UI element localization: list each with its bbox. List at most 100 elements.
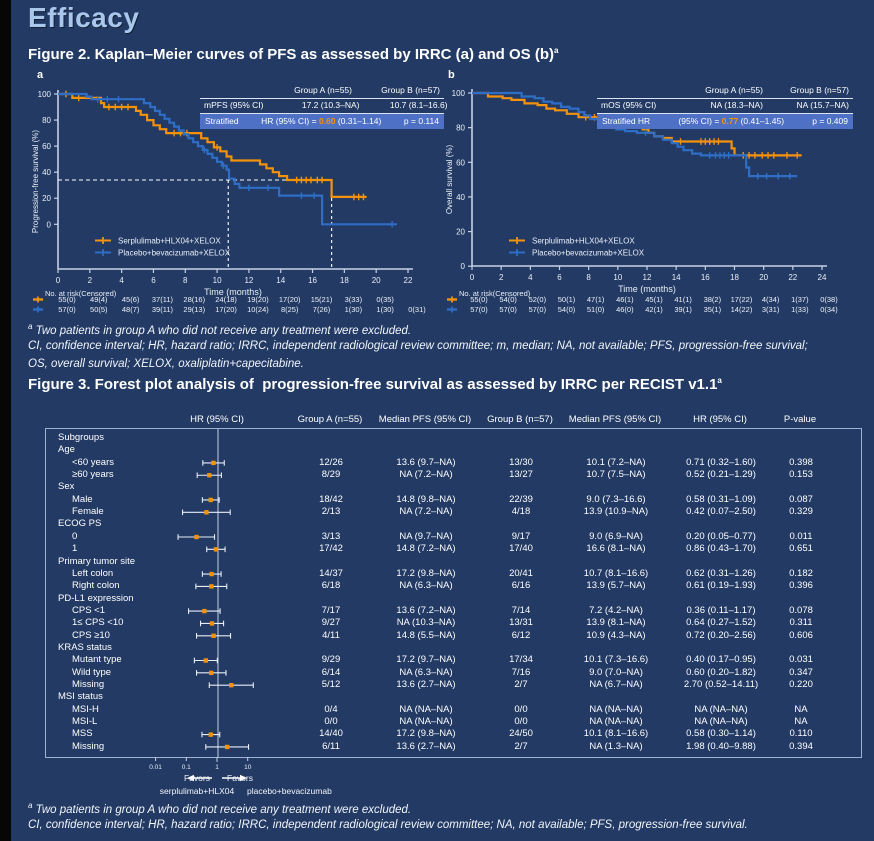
forest-row: Subgroups <box>46 432 861 444</box>
figure2-footnote-abbreviations-1: CI, confidence interval; HR, hazard rati… <box>28 340 808 352</box>
forest-plot-whiskers <box>177 429 254 757</box>
forest-cell-median-b: 16.6 (8.1–NA) <box>586 543 646 555</box>
x-tick-label: 2 <box>88 276 93 285</box>
risk-value: 28(16) <box>183 295 205 304</box>
forest-cell-hr: 0.60 (0.20–1.82) <box>686 666 756 678</box>
risk-value: 57(0) <box>499 305 517 314</box>
forest-cell-median-a: 13.6 (2.7–NA) <box>396 740 456 752</box>
forest-cell-hr: 0.40 (0.17–0.95) <box>686 654 756 666</box>
forest-row-label: CPS <1 <box>72 604 106 616</box>
forest-row: CPS <1 7/17 13.6 (7.2–NA) 7/14 7.2 (4.2–NA) 0… <box>46 605 861 617</box>
hr-point <box>224 744 230 750</box>
forest-cell-p: 0.011 <box>789 530 813 542</box>
legend-label: Serplulimab+HLX04+XELOX <box>118 237 221 246</box>
forest-cell-group-a: 14/37 <box>319 567 343 579</box>
forest-cell-median-a: 14.8 (9.8–NA) <box>396 493 456 505</box>
forest-cell-median-a: NA (7.2–NA) <box>399 506 453 518</box>
mos-row: mOS (95% CI) NA (18.3–NA) NA (15.7–NA) <box>597 99 853 114</box>
risk-value: 55(0) <box>58 295 76 304</box>
forest-cell-group-b: 7/14 <box>511 604 531 616</box>
risk-value: 0(34) <box>820 305 838 314</box>
x-tick-label: 18 <box>730 273 739 282</box>
risk-value: 4(34) <box>762 295 780 304</box>
figure2-footnote-exclusion: a Two patients in group A who did not re… <box>28 322 412 337</box>
forest-cell-p: NA <box>794 703 808 715</box>
forest-cell-group-b: 4/18 <box>511 506 531 518</box>
risk-value: 38(2) <box>704 295 722 304</box>
risk-value: 7(26) <box>313 305 331 314</box>
forest-row-label: MSS <box>72 728 93 740</box>
forest-cell-hr: 0.58 (0.31–1.09) <box>686 493 756 505</box>
forest-cell-p: NA <box>794 716 808 728</box>
forest-cell-median-a: NA (7.2–NA) <box>399 469 453 481</box>
forest-row-label: ≥60 years <box>72 469 114 481</box>
forest-cell-median-a: 17.2 (9.8–NA) <box>396 728 456 740</box>
forest-cell-group-b: 6/16 <box>511 580 531 592</box>
forest-row: Left colon 14/37 17.2 (9.8–NA) 20/41 10.7 (8… <box>46 568 861 580</box>
risk-value: 45(6) <box>122 295 140 304</box>
y-tick-label: 40 <box>456 193 465 202</box>
forest-cell-p: 0.182 <box>789 567 813 579</box>
forest-cell-p: 0.651 <box>789 543 813 555</box>
forest-cell-hr: NA (NA–NA) <box>694 716 748 728</box>
x-tick-label: 8 <box>183 276 188 285</box>
forest-cell-median-b: 10.7 (7.5–NA) <box>586 469 646 481</box>
forest-cell-hr: 0.86 (0.43–1.70) <box>686 543 756 555</box>
figure3-footnote-abbreviations: CI, confidence interval; HR, hazard rati… <box>28 819 748 831</box>
favors-right-name: placebo+bevacizumab <box>247 786 332 796</box>
forest-row-label: MSI-L <box>72 716 98 728</box>
mpfs-group-b-value: 10.7 (8.1–16.6) <box>389 100 448 110</box>
forest-cell-median-b: 10.1 (7.3–16.6) <box>583 654 649 666</box>
header-p-value: P-value <box>783 414 817 425</box>
pfs-stats-table: Group A (n=55) Group B (n=57) mPFS (95% … <box>200 84 448 129</box>
hr-point <box>204 510 209 515</box>
risk-value: 3(33) <box>345 295 363 304</box>
mpfs-label: mPFS (95% CI) <box>204 100 264 110</box>
forest-row-label: Primary tumor site <box>58 555 136 567</box>
risk-table-label: No. at risk(Censored) <box>45 289 117 298</box>
risk-value: 46(0) <box>616 305 634 314</box>
forest-row-label: Missing <box>72 679 105 690</box>
risk-value: 0(38) <box>820 295 838 304</box>
forest-row-label: MSI status <box>58 691 103 703</box>
risk-value: 46(1) <box>616 295 634 304</box>
forest-cell-hr: 0.20 (0.05–0.77) <box>686 530 756 542</box>
stratified-hr-row: Stratified HR (95% CI) = 0.77 (0.41–1.45… <box>597 114 853 129</box>
forest-cell-median-b: NA (1.3–NA) <box>589 740 643 752</box>
forest-row-label: Subgroups <box>58 432 104 443</box>
hr-point <box>213 547 219 552</box>
p-value: p = 0.409 <box>812 116 848 126</box>
forest-row: Age <box>46 444 861 456</box>
forest-cell-p: 0.087 <box>789 493 813 505</box>
forest-cell-group-a: 0/0 <box>324 716 338 728</box>
forest-cell-group-a: 9/29 <box>321 654 341 666</box>
forest-cell-p: 0.394 <box>789 740 813 752</box>
hr-point <box>207 473 212 478</box>
y-tick-label: 20 <box>456 228 465 237</box>
forest-cell-group-a: 12/26 <box>319 456 343 468</box>
figure3-footnote-exclusion: a Two patients in group A who did not re… <box>28 801 412 816</box>
forest-cell-p: 0.220 <box>789 679 813 690</box>
forest-cell-hr: 0.72 (0.20–2.56) <box>686 629 756 641</box>
forest-row: Right colon 6/18 NA (6.3–NA) 6/16 13.9 (5.7–… <box>46 580 861 592</box>
panel-letter-a: a <box>37 69 44 81</box>
forest-row: CPS ≥10 4/11 14.8 (5.5–NA) 6/12 10.9 (4.3–NA… <box>46 630 861 642</box>
mpfs-row: mPFS (95% CI) 17.2 (10.3–NA) 10.7 (8.1–1… <box>200 99 448 114</box>
forest-cell-group-b: 9/17 <box>511 530 531 542</box>
forest-cell-hr: 0.42 (0.07–2.50) <box>686 506 756 518</box>
x-tick-label: 6 <box>557 273 562 282</box>
forest-row: MSI-H 0/4 NA (NA–NA) 0/0 NA (NA–NA) NA (NA–NA… <box>46 704 861 716</box>
risk-value: 57(0) <box>470 305 488 314</box>
risk-value: 54(0) <box>558 305 576 314</box>
hr-value: (95% CI) = 0.77 (0.41–1.45) <box>678 116 785 126</box>
x-axis-label: Time (months) <box>618 284 676 294</box>
forest-cell-median-b: 9.0 (6.9–NA) <box>589 530 643 542</box>
forest-cell-hr: 1.98 (0.40–9.88) <box>686 740 756 752</box>
pfs-stats-group-a-header: Group A (n=55) <box>294 85 352 95</box>
forest-cell-median-b: 13.9 (10.9–NA) <box>583 506 649 518</box>
forest-cell-group-a: 18/42 <box>319 493 343 505</box>
forest-cell-group-a: 7/17 <box>321 604 341 616</box>
forest-cell-median-b: NA (NA–NA) <box>589 716 643 728</box>
